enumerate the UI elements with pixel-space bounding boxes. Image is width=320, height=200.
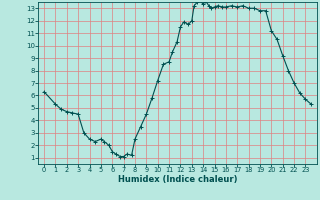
X-axis label: Humidex (Indice chaleur): Humidex (Indice chaleur) — [118, 175, 237, 184]
